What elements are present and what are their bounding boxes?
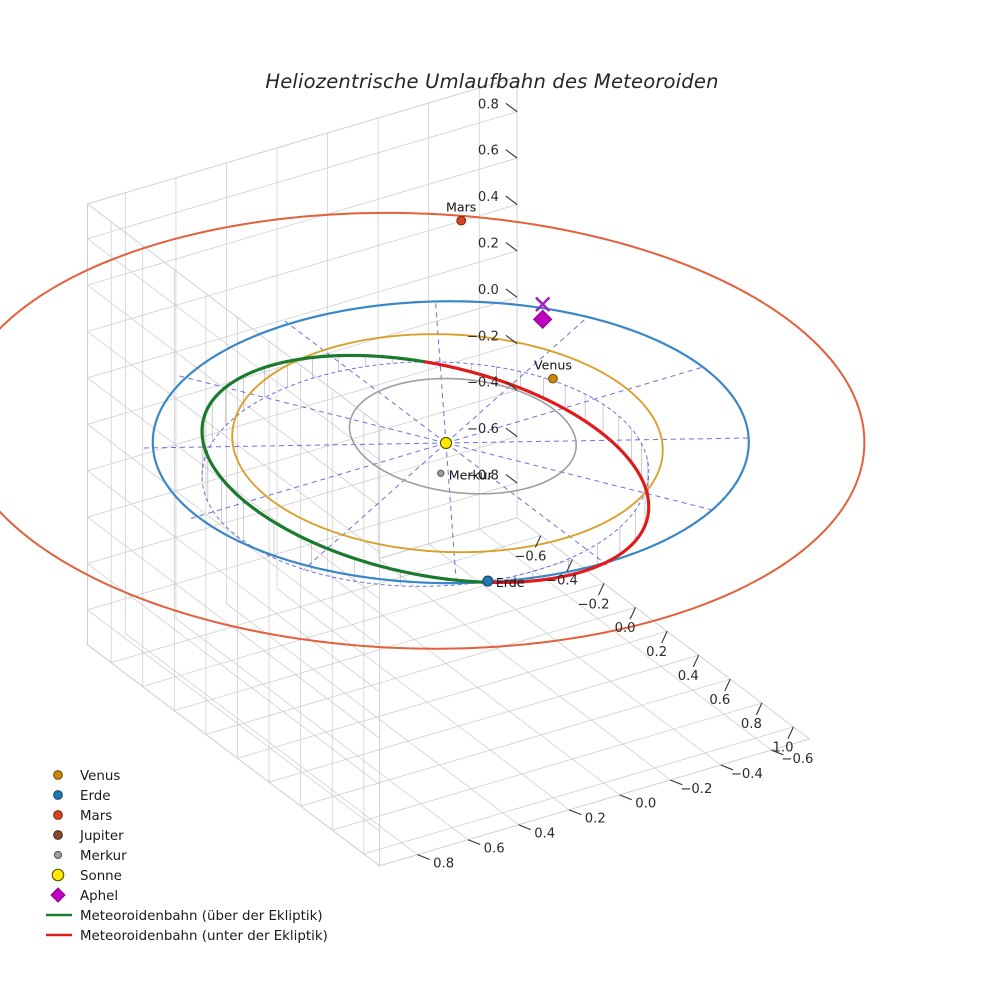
aphelion-cross-icon <box>535 296 550 312</box>
marker-sonne <box>439 436 453 450</box>
body-labels: Merkur Venus Erde Mars <box>446 200 572 590</box>
orbit-venus <box>231 333 664 554</box>
legend-dot-swatch <box>53 810 63 820</box>
legend-item-label: Meteoroidenbahn (über der Ekliptik) <box>80 909 323 924</box>
label-venus: Venus <box>534 358 572 373</box>
x-tick-label: −0.2 <box>577 597 609 612</box>
page-title: Heliozentrische Umlaufbahn des Meteoroid… <box>265 70 719 93</box>
meteoroid-above-ecliptic <box>200 353 484 584</box>
legend-dot-swatch <box>53 850 63 860</box>
y-tick-label: −0.4 <box>731 767 763 782</box>
y-tick-label: 0.2 <box>585 812 606 827</box>
y-tick-label: −0.6 <box>781 752 813 767</box>
legend-item-meteoroidenbahn[interactable]: Meteoroidenbahn (über der Ekliptik) <box>46 909 323 924</box>
marker-aphel <box>532 309 553 330</box>
marker-mars <box>456 215 467 226</box>
body-markers <box>437 215 558 587</box>
orbit-mars <box>0 211 866 650</box>
legend[interactable]: Venus Erde Mars Jupiter Merkur Sonne Aphel Mete… <box>46 769 328 944</box>
x-tick-label: 0.8 <box>741 717 762 732</box>
x-tick-label: 1.0 <box>773 741 794 756</box>
x-tick-label: −0.4 <box>546 573 578 588</box>
legend-item-label: Venus <box>80 769 120 784</box>
marker-merkur <box>437 469 445 477</box>
legend-dot-swatch <box>53 790 63 800</box>
legend-item-label: Sonne <box>80 869 122 884</box>
meteoroid-orbit <box>200 353 651 585</box>
orbit-erde <box>151 300 750 585</box>
legend-item-sonne[interactable]: Sonne <box>51 868 122 884</box>
legend-item-meteoroidenbahn[interactable]: Meteoroidenbahn (unter der Ekliptik) <box>46 929 328 944</box>
legend-item-mars[interactable]: Mars <box>53 809 113 824</box>
z-tick-label: 0.2 <box>478 237 499 252</box>
z-tick-label: −0.2 <box>467 329 499 344</box>
legend-dot-swatch <box>53 770 63 780</box>
z-tick-label: −0.8 <box>467 469 499 484</box>
legend-item-label: Mars <box>80 809 112 824</box>
legend-item-label: Erde <box>80 789 110 804</box>
label-merkur: Merkur <box>449 467 494 482</box>
legend-item-label: Meteoroidenbahn (unter der Ekliptik) <box>80 929 328 944</box>
axis-tick-labels: −0.6−0.4−0.20.00.20.40.60.81.0−0.6−0.4−0… <box>433 97 813 871</box>
meteoroid-below-ecliptic <box>480 377 651 585</box>
legend-dot-swatch <box>51 868 65 882</box>
legend-item-jupiter[interactable]: Jupiter <box>53 829 124 844</box>
z-tick-label: 0.6 <box>478 144 499 159</box>
z-tick-label: 0.8 <box>478 97 499 112</box>
z-tick-label: −0.4 <box>467 376 499 391</box>
z-tick-label: 0.4 <box>478 190 499 205</box>
y-tick-label: −0.2 <box>680 782 712 797</box>
marker-venus <box>548 373 558 384</box>
legend-diamond-swatch <box>50 887 66 903</box>
label-erde: Erde <box>496 575 525 590</box>
legend-item-erde[interactable]: Erde <box>53 789 111 804</box>
z-tick-label: 0.0 <box>478 283 499 298</box>
y-tick-label: 0.6 <box>484 842 505 857</box>
y-tick-label: 0.0 <box>635 797 656 812</box>
x-tick-label: 0.2 <box>646 645 667 660</box>
meteoroid-below-ecliptic <box>423 360 499 382</box>
x-tick-label: −0.6 <box>514 549 546 564</box>
planet-orbits <box>0 211 866 650</box>
legend-item-aphel[interactable]: Aphel <box>50 887 118 904</box>
x-tick-label: 0.6 <box>709 693 730 708</box>
marker-erde <box>482 575 494 587</box>
radial-guide-lines <box>142 299 750 587</box>
legend-item-label: Aphel <box>80 889 118 904</box>
label-mars: Mars <box>446 200 476 215</box>
orbit-merkur <box>348 377 577 495</box>
legend-item-label: Merkur <box>80 849 127 864</box>
meteoroid-ecliptic-projection <box>201 361 650 587</box>
legend-item-venus[interactable]: Venus <box>53 769 121 784</box>
axes-gridlines <box>87 88 794 855</box>
z-tick-label: −0.6 <box>467 422 499 437</box>
y-tick-label: 0.4 <box>534 827 555 842</box>
legend-item-label: Jupiter <box>79 829 124 844</box>
x-tick-label: 0.0 <box>615 621 636 636</box>
legend-dot-swatch <box>53 830 63 840</box>
x-tick-label: 0.4 <box>678 669 699 684</box>
axis-ticks <box>417 102 794 860</box>
y-tick-label: 0.8 <box>433 856 454 871</box>
legend-item-merkur[interactable]: Merkur <box>53 849 127 864</box>
